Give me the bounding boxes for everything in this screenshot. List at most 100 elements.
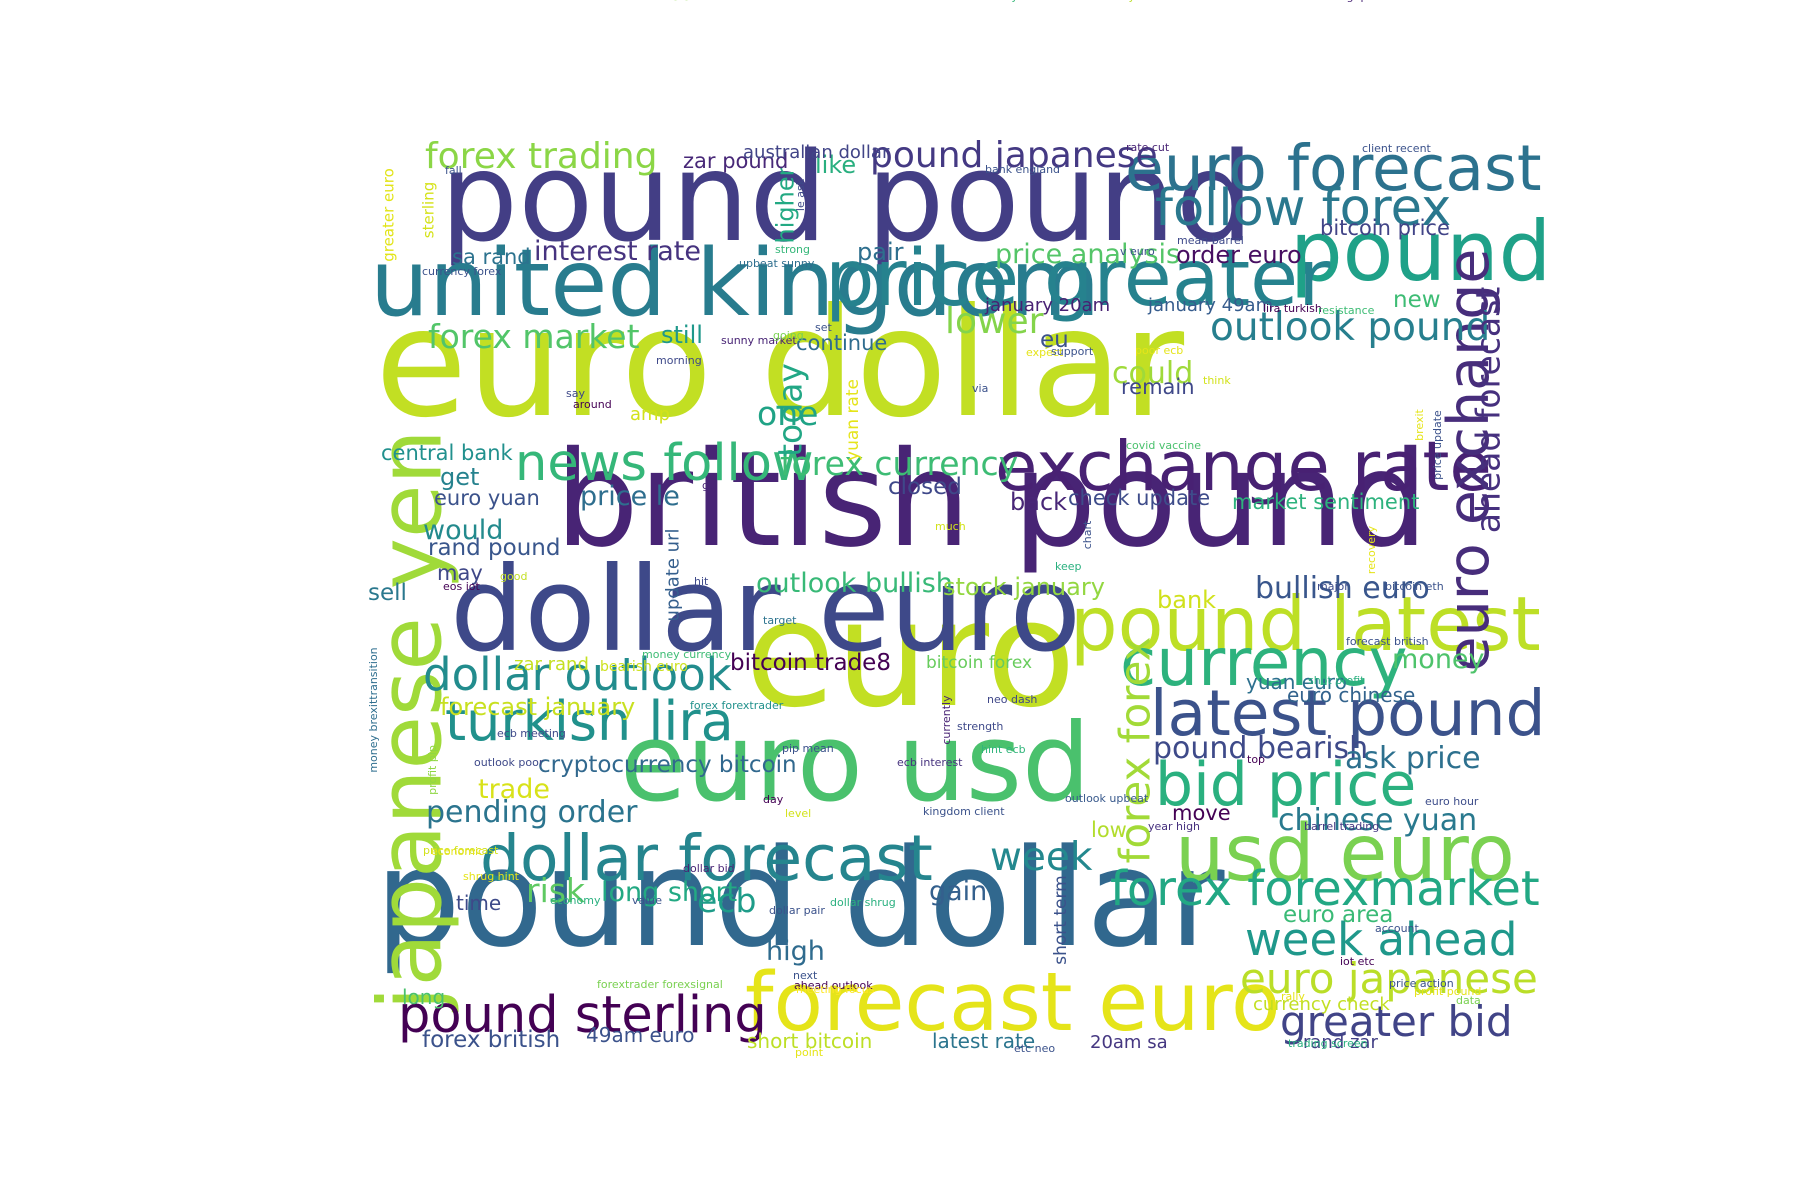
word-currency: currency [1120,624,1408,701]
word-chinese-yuan: chinese yuan [1278,803,1477,838]
word-pound-japanese: pound japanese [870,135,1158,176]
word-trading-screen: trading screen [1288,1037,1368,1050]
word-update-url: update url [662,529,683,622]
word-barrel-trading: barrel trading [1304,820,1379,833]
word-top: top [1247,753,1265,766]
word-new: new [1393,287,1441,313]
word-forex-market: forex market [428,317,640,356]
word-could: could [1112,356,1193,391]
word-forecast-british: forecast british [1346,635,1429,648]
word-risk: risk [526,871,586,910]
word-etc-neo: etc neo [1014,1042,1055,1055]
word-market-gbpnews: market gbpnews [1304,0,1396,3]
word-check-update: check update [1068,486,1210,510]
word-money-brexittransition: money brexittransition [367,647,380,772]
word-via: via [972,382,988,395]
word-usd-euro: usd euro [1175,809,1515,899]
word-money: money [1392,644,1485,675]
word-trade: trade [478,774,550,805]
word-day: day [763,793,784,806]
word-short-term: short term [1051,875,1071,964]
word-euro-area: euro area [1283,902,1393,928]
word-higher: higher [771,166,799,243]
word-turkish-lira: turkish lira [445,690,734,753]
word-dollar-pair: dollar pair [769,904,825,917]
word-united-kingdom: united kingdom [370,229,1100,337]
word-brexit: brexit [1413,408,1426,440]
word-price-update: price update [1431,410,1444,480]
word-back: back [1010,488,1067,516]
word-news-follow: news follow [515,434,814,493]
word-around: around [573,398,612,411]
word-outlook-pound: outlook pound [1210,305,1490,350]
word-screen-shot: screen shot [1383,0,1447,3]
word-outlook-upbeat: outlook upbeat [1065,792,1149,805]
word-euro-chinese: euro chinese [1287,683,1415,707]
word-year-high: year high [1148,820,1200,833]
word-euro-yuan: euro yuan [434,486,540,510]
word-bank-england: bank england [985,163,1060,176]
word-price-forecast: price forecast [423,844,499,857]
word-20am-sa: 20am sa [1090,1032,1168,1053]
word-euro-hour: euro hour [1425,795,1479,808]
word-dollar-dollar: dollar dollar [385,0,475,4]
word-dollar-bid: dollar bid [683,862,735,875]
word-meeting-focus: meeting focus [796,983,875,996]
word-price-le: price le [580,481,680,512]
word-japanese-yen: japanese yen [359,429,461,1012]
word-forecast-january: forecast january [440,693,635,721]
word-may: may [437,561,483,585]
word-market-sentiment: market sentiment [1232,490,1419,514]
word-bitcoin-eth: bitcoin eth [1385,580,1444,593]
word-forextrader-forexsignal: forextrader forexsignal [597,978,723,991]
word-ecb-meeting: ecb meeting [497,727,566,740]
word-outlook-bullish: outlook bullish [756,568,953,599]
word-pound-sterling: pound sterling [398,986,767,1045]
word-recovery: recovery [1365,525,1378,574]
word-central-bank: central bank [381,441,514,465]
word-shot-profit: shot profit [1308,674,1365,687]
word-long-short: long short [601,877,737,908]
word-ahead-outlook: ahead outlook [794,979,873,992]
word-eos-iot: eos iot [443,580,481,593]
word-euro-usd: euro usd [620,701,1091,826]
word-shrug-hint: shrug hint [463,870,520,883]
word-forecast-euro: forecast euro [745,956,1281,1050]
word-currency-forex: currency forex [422,265,502,278]
word-rate-cut: rate cut [1126,141,1170,154]
word-forex-forexmarket: forex forexmarket [1110,861,1540,917]
word-pound-dollar: pound dollar [375,820,1225,977]
word-greater-bid: greater bid [1280,997,1513,1046]
word-pound-bearish: pound bearish [1153,731,1368,766]
word-forex-forex: forex forex [1111,637,1160,864]
word-much: much [935,520,966,533]
word-today: today [771,363,810,457]
word-week-ahead: week ahead [1245,913,1517,966]
word-canadian-dollar: canadian dollar [797,0,882,3]
word-mean-barrel: mean barrel [1177,234,1244,247]
word-stock-january: stock january [943,573,1105,601]
word-lira-turkish: lira turkish [1263,302,1322,315]
word-economy: economy [550,894,601,907]
word-le-ask: le ask [794,178,807,211]
word-rand-zar: rand zar [1303,1032,1378,1053]
word-profit-pound: profit pound [1414,985,1481,998]
word-account: account [1375,922,1420,935]
word-pound-latest: pound latest [1070,580,1541,668]
word-group: euro dollar euro pound dollar british pound… [359,0,1551,1059]
word-poor-ecb: poor ecb [1135,344,1183,357]
word-bitcoin-forex: bitcoin forex [926,653,1032,673]
word-price-greater: price greater [825,234,1331,324]
word-dollar-shrug: dollar shrug [830,896,896,909]
word-euro-japanese: euro japanese [1240,954,1538,1003]
word-target: target [763,614,797,627]
word-bank: bank [1157,586,1216,614]
word-profit-pip: profit pip [426,745,439,795]
word-say: say [566,387,585,400]
word-keep: keep [1055,560,1082,573]
word-rand-pound: rand pound [428,535,560,561]
word-would: would [423,515,503,546]
word-expect: expect [1026,346,1064,359]
